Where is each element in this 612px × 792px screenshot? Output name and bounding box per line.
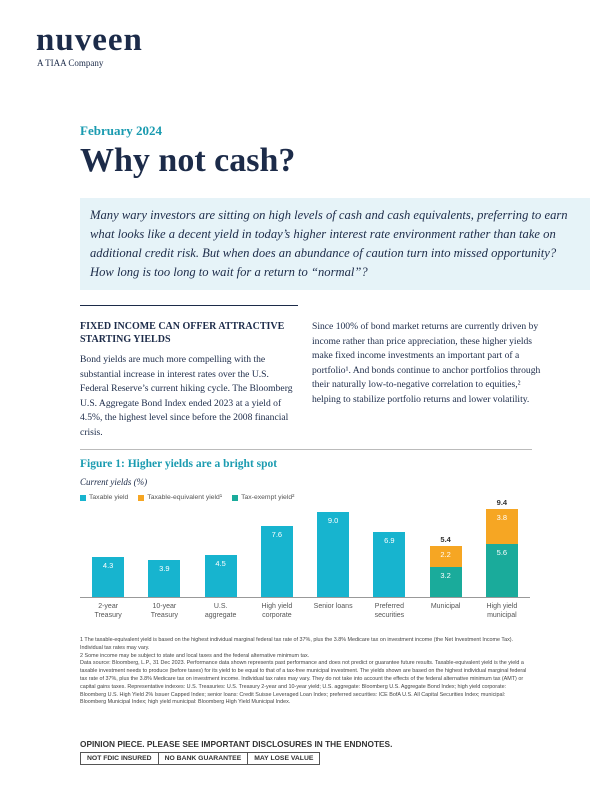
total-label: 9.4 <box>496 497 508 507</box>
chart-subtitle: Current yields (%) <box>80 477 148 487</box>
footnotes: 1 The taxable-equivalent yield is based … <box>80 637 532 707</box>
paragraph: Since 100% of bond market returns are cu… <box>312 321 541 405</box>
title: Why not cash? <box>80 142 296 179</box>
chart-title: Figure 1: Higher yields are a bright spo… <box>80 458 278 470</box>
badge: MAY LOSE VALUE <box>247 753 319 764</box>
bar <box>204 554 237 597</box>
total-label: 5.4 <box>440 535 451 545</box>
legend-swatch <box>232 494 239 501</box>
x-axis <box>80 597 530 598</box>
rule <box>80 305 298 306</box>
bar <box>92 556 125 597</box>
brand: nuveen <box>36 22 143 58</box>
badges: NOT FDIC INSURED NO BANK GUARANTEE MAY LOS… <box>80 752 321 765</box>
x-tick-label: High yield municipal <box>486 603 518 619</box>
bar <box>429 566 462 597</box>
disclaimer: OPINION PIECE. PLEASE SEE IMPORTANT DISC… <box>80 739 393 749</box>
value-label: 9.0 <box>327 516 339 526</box>
legend-swatch <box>80 494 86 501</box>
legend-swatch <box>138 494 145 501</box>
value-label: 3.8 <box>496 512 508 522</box>
chart: Taxable yield Taxable-equivalent yield¹ Ta… <box>80 490 530 630</box>
bar <box>429 546 462 567</box>
paragraph: Bond yields are much more compelling wit… <box>80 354 293 438</box>
x-tick-label: Preferred securities <box>374 603 405 619</box>
x-tick-label: Municipal <box>430 603 461 610</box>
legend: Taxable yield Taxable-equivalent yield¹ Ta… <box>80 494 530 501</box>
intro: Many wary investors are sitting on high … <box>80 198 590 290</box>
bar <box>485 544 518 597</box>
value-label: 2.2 <box>440 550 451 560</box>
value-label: 5.6 <box>496 548 508 558</box>
tagline: A TIAA Company <box>37 58 104 68</box>
x-tick-label: Senior loans <box>313 603 353 610</box>
date: February 2024 <box>80 123 162 138</box>
legend-item: Taxable-equivalent yield¹ <box>138 494 222 501</box>
badge: NO BANK GUARANTEE <box>157 753 248 764</box>
bar <box>148 560 181 597</box>
legend-item: Taxable yield <box>80 494 128 501</box>
value-label: 4.3 <box>102 560 114 570</box>
x-tick-label: 2-year Treasury <box>94 603 122 619</box>
badge: NOT FDIC INSURED <box>87 755 152 762</box>
value-label: 7.6 <box>271 529 283 539</box>
value-label: 3.9 <box>159 564 170 574</box>
value-label: 6.9 <box>384 536 395 546</box>
footnote: 2 Some income may be subject to state an… <box>80 652 310 659</box>
value-label: 4.5 <box>215 558 226 568</box>
bar <box>260 525 293 597</box>
legend-label: Taxable yield <box>89 494 129 501</box>
section-heading: FIXED INCOME CAN OFFER ATTRACTIVE STARTI… <box>80 321 285 345</box>
footnote: Data source: Bloomberg, L.P., 31 Dec 202… <box>80 660 527 706</box>
x-tick-label: High yield corporate <box>261 603 293 619</box>
bar <box>317 512 350 597</box>
x-tick-label: 10-year Treasury <box>150 603 179 619</box>
legend-item: Tax-exempt yield² <box>232 494 294 501</box>
rule <box>80 449 532 450</box>
footnote: 1 The taxable-equivalent yield is based … <box>80 637 514 651</box>
bar <box>485 508 518 545</box>
legend-label: Taxable-equivalent yield¹ <box>147 494 223 501</box>
value-label: 3.2 <box>440 570 451 580</box>
x-tick-label: U.S. aggregate <box>204 603 237 619</box>
legend-label: Tax-exempt yield² <box>241 494 295 501</box>
bar <box>373 532 406 597</box>
